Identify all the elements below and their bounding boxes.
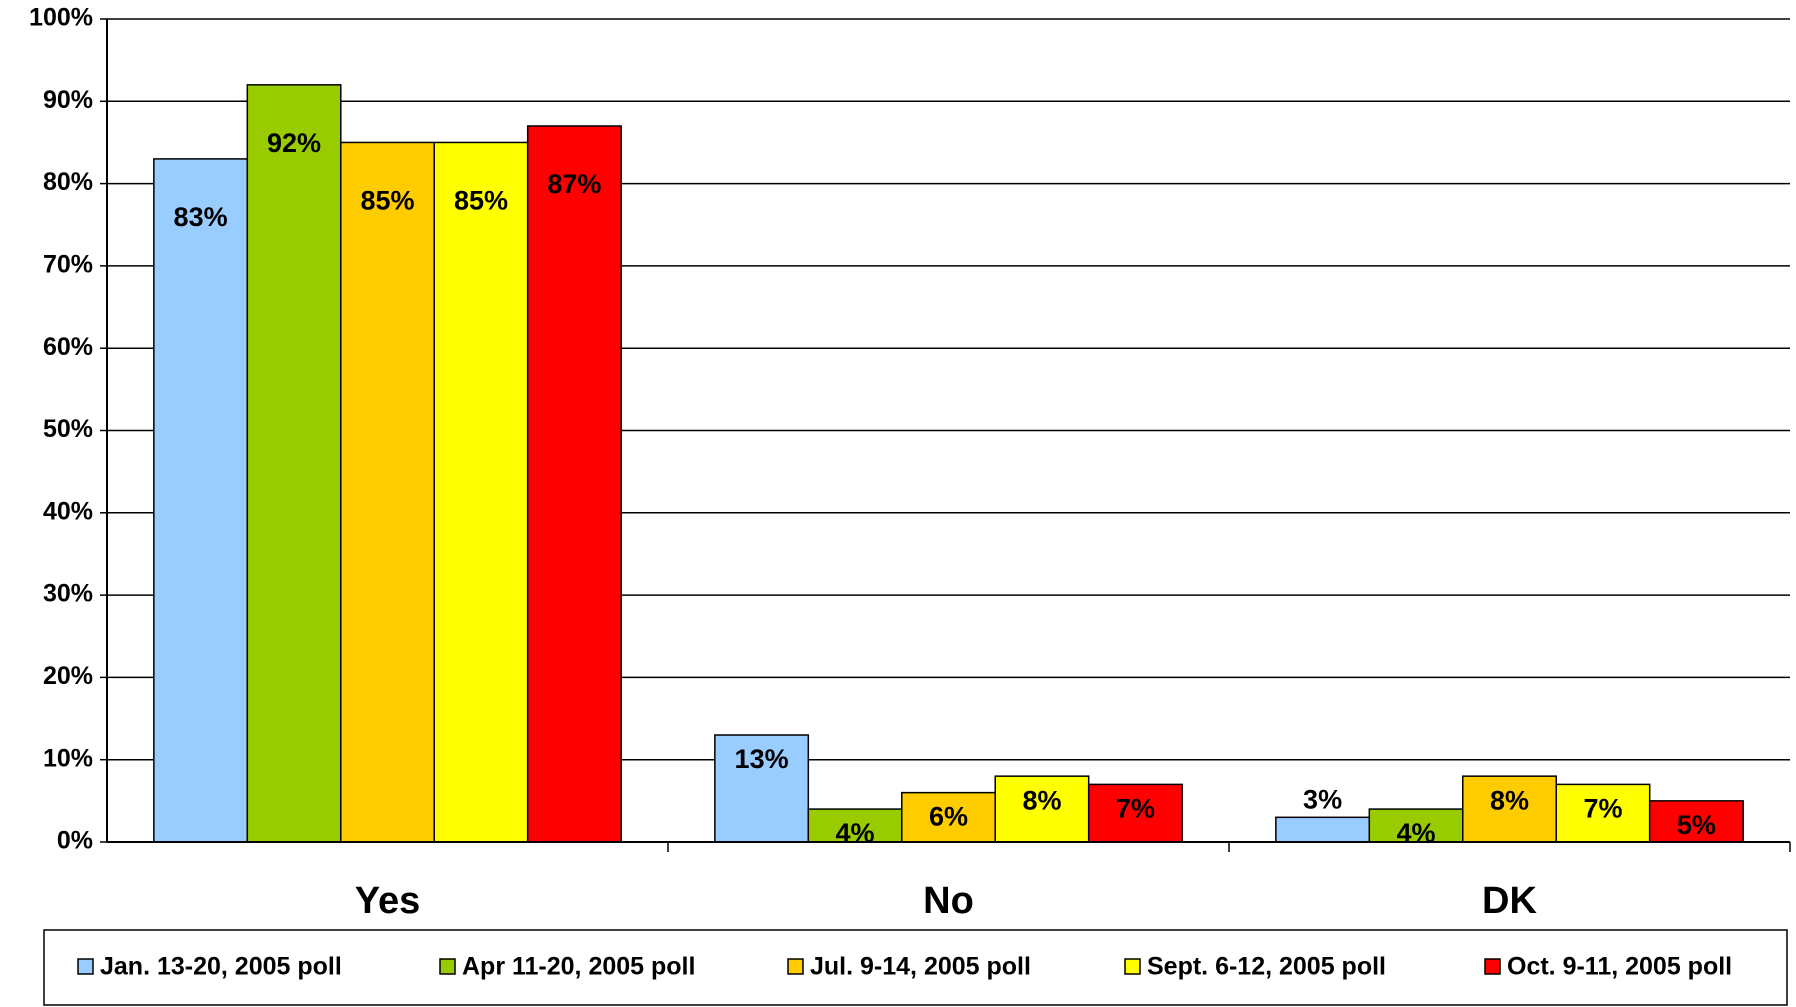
y-tick-label: 60% [43,333,93,361]
data-label: 4% [1397,818,1436,848]
y-tick-label: 50% [43,415,93,443]
legend-swatch [77,958,94,975]
y-tick-label: 30% [43,580,93,608]
legend-swatch [787,958,804,975]
data-label: 7% [1116,794,1155,824]
y-tick-label: 70% [43,251,93,279]
y-tick-label: 90% [43,86,93,114]
bar [340,141,435,843]
bar [526,125,622,843]
legend-label: Jul. 9-14, 2005 poll [810,953,1031,981]
data-label: 5% [1677,810,1716,840]
legend-label: Sept. 6-12, 2005 poll [1147,953,1386,981]
y-tick-label: 80% [43,168,93,196]
data-label: 4% [836,818,875,848]
x-tick-label: DK [1482,880,1537,922]
legend-label: Oct. 9-11, 2005 poll [1507,953,1732,981]
bar [994,775,1090,843]
legend-label: Jan. 13-20, 2005 poll [100,953,342,981]
data-label: 3% [1303,784,1342,814]
data-label: 8% [1490,785,1529,815]
x-tick-label: No [923,880,974,922]
y-tick-label: 40% [43,497,93,525]
legend-label: Apr 11-20, 2005 poll [462,953,695,981]
legend-swatch [439,958,456,975]
x-tick-label: Yes [355,880,421,922]
data-label: 6% [929,802,968,832]
data-label: 8% [1022,785,1061,815]
bar [1275,816,1371,843]
y-tick-label: 10% [43,744,93,772]
y-tick-label: 0% [57,827,93,855]
bar [433,141,529,843]
bar [153,158,249,843]
data-label: 92% [267,128,321,158]
bar [1462,775,1557,843]
legend-swatch [1484,958,1501,975]
bar [246,84,342,843]
bar [1087,783,1183,843]
data-label: 83% [174,202,228,232]
data-label: 85% [360,186,414,216]
legend-swatch [1124,958,1141,975]
y-tick-label: 20% [43,662,93,690]
bar [901,791,996,843]
data-label: 7% [1583,794,1622,824]
data-label: 85% [454,186,508,216]
data-label: 87% [547,169,601,199]
y-tick-label: 100% [29,4,93,32]
bar [1648,800,1744,843]
data-label: 13% [735,744,789,774]
